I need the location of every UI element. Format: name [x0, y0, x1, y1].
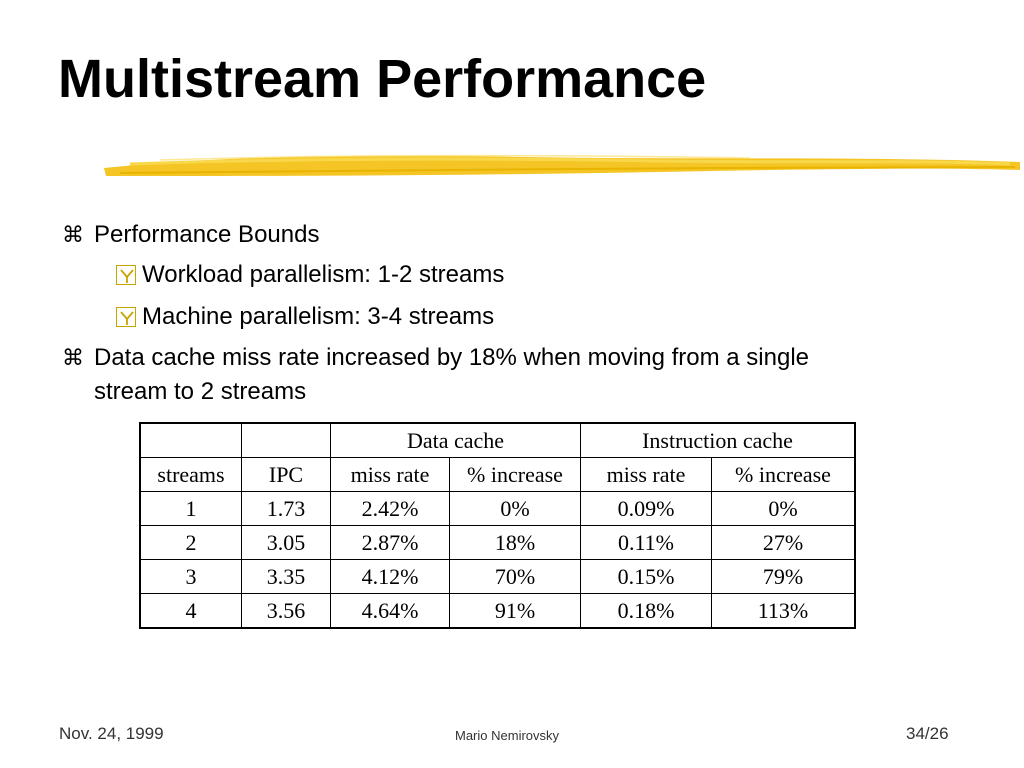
table-cell: 70%	[449, 559, 581, 594]
table-row: 3 3.35 4.12% 70% 0.15% 79%	[139, 559, 856, 594]
bullet-text: Performance Bounds	[94, 221, 320, 248]
sub-bullet-text: Workload parallelism: 1-2 streams	[142, 261, 505, 288]
table-cell: 0%	[711, 491, 856, 526]
table-cell: 3.35	[241, 559, 331, 594]
command-symbol-icon: ⌘	[62, 345, 84, 370]
table-cell: 4	[139, 593, 242, 629]
checkbox-y-icon	[116, 307, 136, 327]
table-header-cell	[139, 422, 242, 458]
table-header-cell: % increase	[449, 457, 581, 492]
table-cell: 18%	[449, 525, 581, 560]
table-header-cell: miss rate	[330, 457, 450, 492]
table-row: 2 3.05 2.87% 18% 0.11% 27%	[139, 525, 856, 560]
table-cell: 2.42%	[330, 491, 450, 526]
table-cell: 0.18%	[580, 593, 712, 629]
table-header-cell: IPC	[241, 457, 331, 492]
table-cell: 0%	[449, 491, 581, 526]
table-row: 1 1.73 2.42% 0% 0.09% 0%	[139, 491, 856, 526]
table-cell: 0.15%	[580, 559, 712, 594]
footer-page-number: 34/26	[906, 724, 949, 743]
table-group-header-row: Data cache Instruction cache	[139, 422, 856, 458]
table-header-cell: streams	[139, 457, 242, 492]
table-column-header-row: streams IPC miss rate % increase miss ra…	[139, 457, 856, 492]
footer-author: Mario Nemirovsky	[455, 728, 560, 743]
checkbox-y-icon	[116, 265, 136, 285]
table-cell: 27%	[711, 525, 856, 560]
table-cell: 2.87%	[330, 525, 450, 560]
footer-date: Nov. 24, 1999	[59, 724, 164, 743]
table-header-cell: miss rate	[580, 457, 712, 492]
table-cell: 1.73	[241, 491, 331, 526]
table-cell: 0.11%	[580, 525, 712, 560]
table-cell: 3	[139, 559, 242, 594]
performance-table: Data cache Instruction cache streams IPC…	[139, 422, 856, 629]
bullet-text-line2: stream to 2 streams	[94, 378, 307, 405]
command-symbol-icon: ⌘	[62, 222, 84, 247]
table-cell: 79%	[711, 559, 856, 594]
table-cell: 4.12%	[330, 559, 450, 594]
table-header-cell: % increase	[711, 457, 856, 492]
table-cell: 4.64%	[330, 593, 450, 629]
table-header-data-cache: Data cache	[330, 422, 581, 458]
table-cell: 113%	[711, 593, 856, 629]
table-cell: 3.05	[241, 525, 331, 560]
bullet-text-line1: Data cache miss rate increased by 18% wh…	[94, 344, 810, 371]
yellow-brush-stroke	[104, 154, 1020, 176]
table-cell: 91%	[449, 593, 581, 629]
slide-title: Multistream Performance	[58, 49, 707, 109]
table-cell: 2	[139, 525, 242, 560]
table-header-cell	[241, 422, 331, 458]
table-cell: 1	[139, 491, 242, 526]
sub-bullet-text: Machine parallelism: 3-4 streams	[142, 303, 495, 330]
table-cell: 0.09%	[580, 491, 712, 526]
table-row: 4 3.56 4.64% 91% 0.18% 113%	[139, 593, 856, 629]
table-header-instruction-cache: Instruction cache	[580, 422, 856, 458]
table-cell: 3.56	[241, 593, 331, 629]
